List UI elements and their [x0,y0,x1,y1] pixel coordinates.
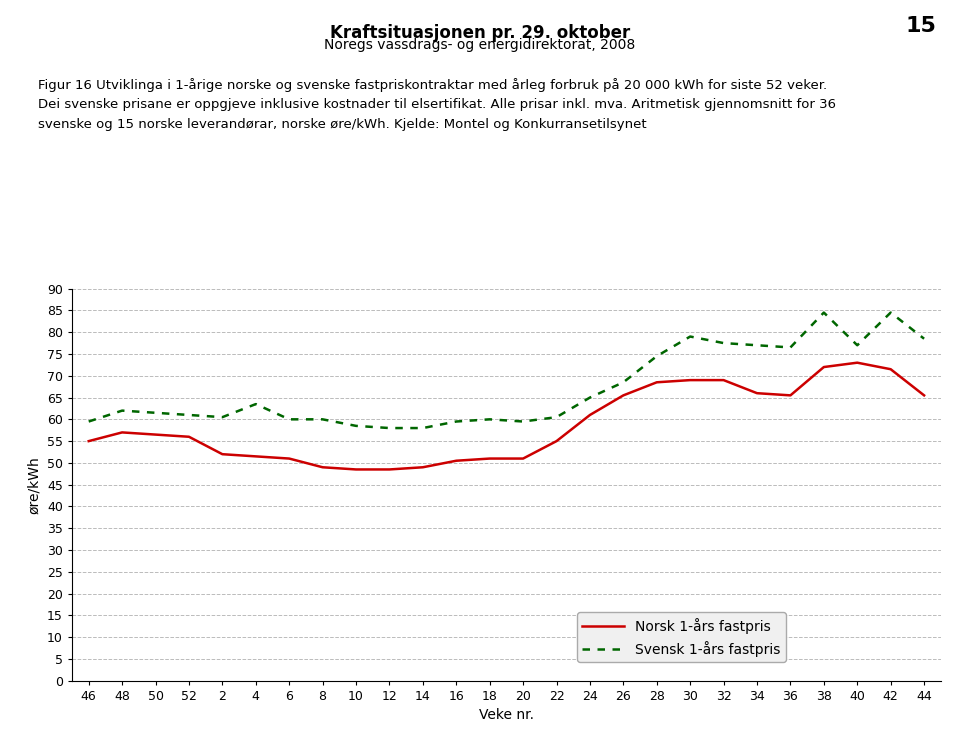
Line: Svensk 1-års fastpris: Svensk 1-års fastpris [88,312,924,428]
Norsk 1-års fastpris [250,452,261,461]
Svensk 1-års fastpris [784,343,796,352]
Norsk 1-års fastpris [551,437,563,445]
Text: Dei svenske prisane er oppgjeve inklusive kostnader til elsertifikat. Alle prisa: Dei svenske prisane er oppgjeve inklusiv… [38,98,836,111]
Svensk 1-års fastpris [450,417,462,426]
Svensk 1-års fastpris [417,423,428,432]
Svensk 1-års fastpris [885,308,897,317]
Svensk 1-års fastpris [484,415,495,424]
Norsk 1-års fastpris [350,465,362,474]
Svensk 1-års fastpris [150,408,161,417]
Svensk 1-års fastpris [183,411,195,420]
Svensk 1-års fastpris [350,421,362,430]
Norsk 1-års fastpris [585,411,596,420]
Norsk 1-års fastpris [684,376,696,385]
Norsk 1-års fastpris [651,378,662,387]
Norsk 1-års fastpris [317,462,328,471]
Norsk 1-års fastpris [752,388,763,397]
Svensk 1-års fastpris [718,339,730,348]
Svensk 1-års fastpris [517,417,529,426]
X-axis label: Veke nr.: Veke nr. [479,708,534,722]
Norsk 1-års fastpris [150,430,161,439]
Text: Noregs vassdrags- og energidirektorat, 2008: Noregs vassdrags- og energidirektorat, 2… [324,38,636,53]
Norsk 1-års fastpris [450,457,462,465]
Norsk 1-års fastpris [919,391,930,400]
Norsk 1-års fastpris [718,376,730,385]
Norsk 1-års fastpris [484,454,495,463]
Norsk 1-års fastpris [784,391,796,400]
Svensk 1-års fastpris [818,308,829,317]
Text: 15: 15 [905,16,936,36]
Svensk 1-års fastpris [852,341,863,350]
Norsk 1-års fastpris [517,454,529,463]
Text: Kraftsituasjonen pr. 29. oktober: Kraftsituasjonen pr. 29. oktober [330,24,630,41]
Legend: Norsk 1-års fastpris, Svensk 1-års fastpris: Norsk 1-års fastpris, Svensk 1-års fastp… [577,612,786,662]
Line: Norsk 1-års fastpris: Norsk 1-års fastpris [88,363,924,469]
Svensk 1-års fastpris [919,334,930,343]
Norsk 1-års fastpris [217,450,228,459]
Norsk 1-års fastpris [818,363,829,371]
Svensk 1-års fastpris [684,332,696,341]
Norsk 1-års fastpris [885,365,897,374]
Svensk 1-års fastpris [585,393,596,402]
Svensk 1-års fastpris [250,400,261,408]
Svensk 1-års fastpris [384,423,396,432]
Svensk 1-års fastpris [651,352,662,360]
Svensk 1-års fastpris [617,378,629,387]
Text: svenske og 15 norske leverandørar, norske øre/kWh. Kjelde: Montel og Konkurranse: svenske og 15 norske leverandørar, norsk… [38,118,647,131]
Norsk 1-års fastpris [116,428,128,437]
Svensk 1-års fastpris [83,417,94,426]
Norsk 1-års fastpris [417,462,428,471]
Svensk 1-års fastpris [752,341,763,350]
Norsk 1-års fastpris [852,358,863,367]
Norsk 1-års fastpris [384,465,396,474]
Svensk 1-års fastpris [217,413,228,422]
Norsk 1-års fastpris [83,437,94,445]
Svensk 1-års fastpris [283,415,295,424]
Text: Figur 16 Utviklinga i 1-årige norske og svenske fastpriskontraktar med årleg for: Figur 16 Utviklinga i 1-årige norske og … [38,78,828,92]
Y-axis label: øre/kWh: øre/kWh [28,456,41,514]
Norsk 1-års fastpris [183,432,195,441]
Norsk 1-års fastpris [617,391,629,400]
Svensk 1-års fastpris [116,406,128,415]
Svensk 1-års fastpris [317,415,328,424]
Svensk 1-års fastpris [551,413,563,422]
Norsk 1-års fastpris [283,454,295,463]
